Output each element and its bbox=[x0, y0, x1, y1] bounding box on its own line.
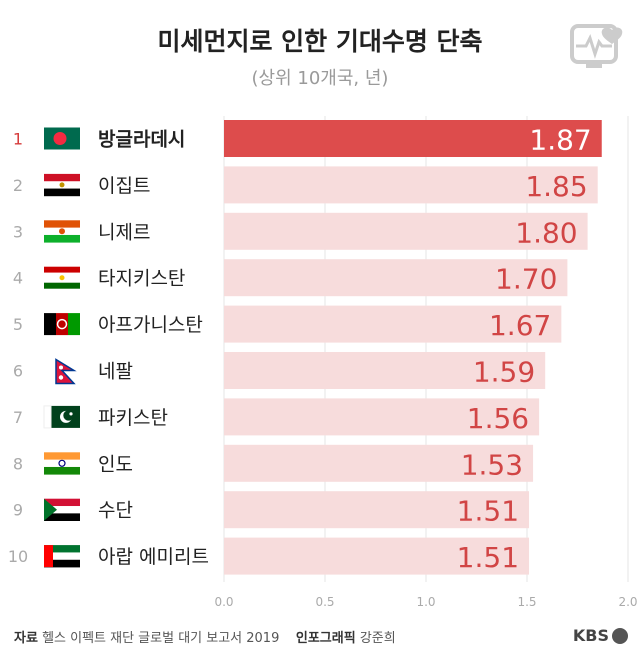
india-flag-wheel bbox=[58, 459, 66, 467]
credit-text: 강준희 bbox=[359, 631, 396, 646]
afghanistan-flag-stripe bbox=[44, 313, 56, 336]
nepal-flag-sun bbox=[58, 375, 64, 380]
x-tick-label: 0.0 bbox=[214, 595, 233, 609]
credit-label: 인포그래픽 bbox=[295, 631, 356, 646]
nepal-flag bbox=[55, 358, 77, 385]
rank-label: 5 bbox=[13, 315, 23, 334]
rank-label: 2 bbox=[13, 176, 23, 195]
tajikistan-flag-crown bbox=[59, 275, 65, 281]
brand-text: KBS bbox=[572, 626, 609, 645]
x-tick-label: 1.5 bbox=[517, 595, 536, 609]
india-flag-stripe bbox=[44, 466, 80, 475]
sudan-flag-stripe bbox=[44, 506, 80, 514]
country-label: 인도 bbox=[98, 453, 133, 475]
uae-flag-stripe bbox=[44, 559, 80, 568]
bar bbox=[224, 166, 598, 204]
x-tick-label: 1.0 bbox=[416, 595, 435, 609]
uae-flag-stripe bbox=[44, 545, 80, 553]
afghanistan-flag-stripe bbox=[68, 313, 80, 336]
value-label: 1.85 bbox=[525, 170, 587, 203]
value-label: 1.53 bbox=[461, 448, 523, 481]
sudan-flag-stripe bbox=[44, 498, 80, 507]
bar bbox=[224, 537, 530, 575]
bar bbox=[224, 444, 534, 482]
egypt-flag-stripe bbox=[44, 188, 80, 197]
sudan-flag-triangle bbox=[44, 498, 57, 521]
country-label: 수단 bbox=[98, 500, 133, 522]
bangladesh-flag-disc bbox=[53, 132, 67, 145]
x-tick-label: 0.5 bbox=[315, 595, 334, 609]
bar-chart: 1 방글라데시 1.87 2 이집트 1.85 3 니제르 1.80 4 타지키스탄 1.70 5 아프가… bbox=[8, 116, 638, 609]
bar bbox=[224, 491, 530, 529]
country-label: 네팔 bbox=[98, 361, 133, 383]
rank-label: 10 bbox=[8, 547, 28, 566]
sudan-flag-stripe bbox=[44, 513, 80, 521]
niger-flag-stripe bbox=[44, 220, 80, 228]
footer: 자료 헬스 이펙트 재단 글로벌 대기 보고서 2019 인포그래픽 강준희 bbox=[14, 627, 396, 646]
rank-label: 1 bbox=[13, 130, 23, 149]
tajikistan-flag-stripe bbox=[44, 266, 80, 273]
rank-label: 7 bbox=[13, 408, 23, 427]
value-label: 1.51 bbox=[457, 541, 519, 574]
value-label: 1.59 bbox=[473, 356, 535, 389]
heart-monitor-icon bbox=[570, 24, 623, 68]
pakistan-flag-moon-cut bbox=[63, 410, 74, 421]
value-label: 1.70 bbox=[495, 263, 557, 296]
country-label: 아랍 에미리트 bbox=[98, 546, 209, 568]
afghanistan-flag-emblem bbox=[56, 318, 68, 330]
bar bbox=[224, 352, 546, 389]
x-tick-label: 2.0 bbox=[618, 595, 637, 609]
bar bbox=[224, 305, 562, 343]
pakistan-flag-band bbox=[43, 405, 52, 429]
source-label: 자료 bbox=[14, 631, 38, 646]
value-label: 1.56 bbox=[467, 402, 529, 435]
value-label: 1.87 bbox=[529, 124, 591, 157]
source-text: 헬스 이펙트 재단 글로벌 대기 보고서 2019 bbox=[42, 631, 280, 646]
uae-flag-band bbox=[44, 545, 53, 568]
afghanistan-flag-stripe bbox=[56, 313, 68, 336]
country-label: 아프가니스탄 bbox=[98, 314, 203, 336]
bar bbox=[224, 259, 568, 297]
kbs-logo-icon bbox=[612, 627, 628, 644]
rank-label: 4 bbox=[13, 269, 23, 288]
niger-flag-disc bbox=[59, 228, 65, 235]
rank-label: 3 bbox=[13, 222, 23, 241]
tajikistan-flag-stripe bbox=[44, 282, 80, 289]
rank-label: 6 bbox=[13, 362, 23, 381]
value-label: 1.51 bbox=[457, 495, 519, 528]
uae-flag-stripe bbox=[44, 552, 80, 561]
bar bbox=[224, 212, 588, 250]
country-label: 이집트 bbox=[98, 175, 150, 197]
egypt-flag-emblem bbox=[59, 182, 65, 188]
bar bbox=[224, 398, 540, 436]
country-label: 타지키스탄 bbox=[98, 268, 185, 290]
value-label: 1.67 bbox=[489, 309, 551, 342]
india-flag-stripe bbox=[44, 459, 80, 468]
nepal-flag-moon bbox=[59, 365, 63, 370]
chart-title: 미세먼지로 인한 기대수명 단축 bbox=[157, 27, 483, 56]
country-label: 방글라데시 bbox=[98, 129, 185, 151]
niger-flag-stripe bbox=[44, 234, 80, 243]
kbs-logo: KBS bbox=[573, 626, 628, 645]
india-flag-stripe bbox=[44, 452, 80, 460]
country-label: 니제르 bbox=[98, 221, 150, 243]
chart-subtitle: (상위 10개국, 년) bbox=[251, 68, 389, 89]
rank-label: 8 bbox=[13, 454, 23, 473]
egypt-flag-stripe bbox=[44, 173, 80, 182]
country-label: 파키스탄 bbox=[98, 407, 168, 429]
pakistan-flag-star bbox=[69, 412, 73, 416]
bar bbox=[224, 120, 602, 157]
rank-label: 9 bbox=[13, 501, 23, 520]
value-label: 1.80 bbox=[515, 216, 577, 249]
